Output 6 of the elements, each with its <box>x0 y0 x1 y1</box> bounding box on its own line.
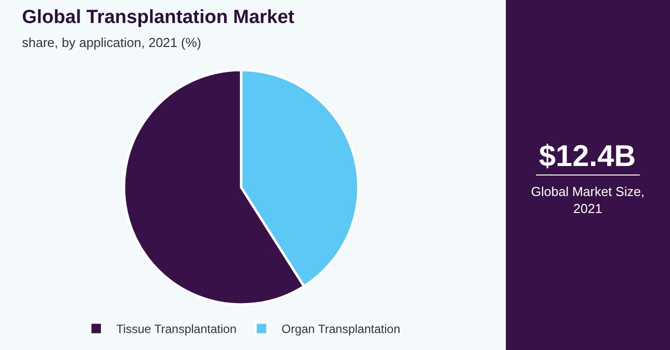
legend-label: Organ Transplantation <box>281 322 400 336</box>
text: $12.4B <box>539 140 636 173</box>
chart-subtitle: share, by application, 2021 (%) <box>22 35 202 50</box>
legend-label: Tissue Transplantation <box>116 322 236 336</box>
chart-title: Global Transplantation Market <box>22 7 296 28</box>
text: Global Market Size, 2021 <box>531 184 644 216</box>
